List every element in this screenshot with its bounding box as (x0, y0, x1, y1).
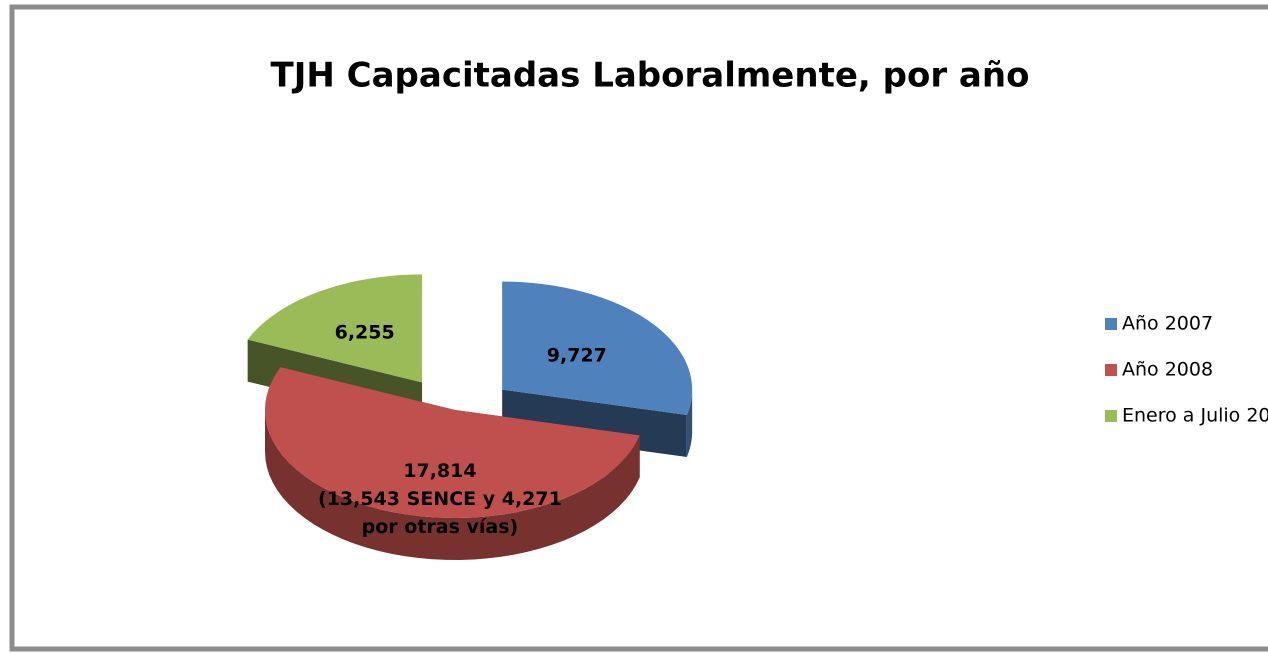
annotation: (13,543 SENCE y 4,271 (318, 488, 562, 510)
legend-swatch (1105, 364, 1117, 376)
data-label: 6,255 (335, 321, 395, 343)
legend-label: Año 2008 (1122, 359, 1213, 381)
legend-label: Año 2007 (1122, 313, 1213, 335)
slice (265, 367, 640, 560)
slice-top (247, 274, 423, 383)
legend-swatch (1105, 410, 1117, 422)
annotation: por otras vías) (362, 516, 519, 538)
slice (502, 281, 693, 458)
legend-label: Enero a Julio 2009 (1122, 405, 1268, 427)
slice-top (265, 367, 640, 518)
legend-swatch (1105, 318, 1117, 330)
data-label: 17,814 (403, 460, 476, 482)
slice-side (686, 389, 693, 458)
slice-side (265, 410, 640, 560)
slice-wall (502, 389, 687, 458)
slice-top (502, 281, 693, 416)
chart-title: TJH Capacitadas Laboralmente, por año (271, 56, 1030, 96)
data-label: 9,727 (547, 345, 607, 367)
